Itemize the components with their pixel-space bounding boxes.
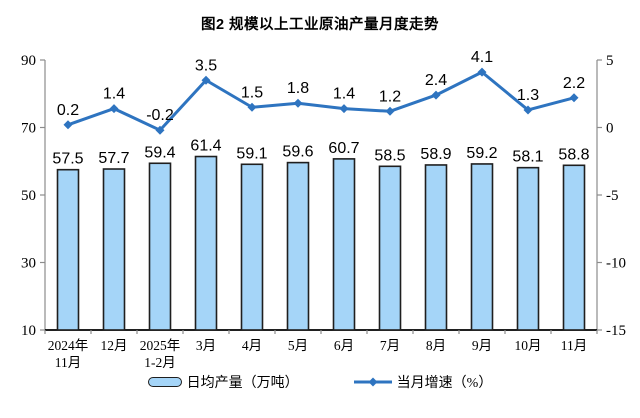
line-marker-diamond-icon <box>109 104 119 114</box>
right-axis-tick-label: -10 <box>606 256 626 272</box>
left-axis-tick-label: 90 <box>21 53 36 69</box>
x-axis-category-label: 2024年 <box>48 338 89 353</box>
right-axis-tick-label: -5 <box>606 188 619 204</box>
bar-value-label: 60.7 <box>328 140 359 157</box>
x-axis-category-label: 12月 <box>101 338 128 353</box>
line-value-label: 4.1 <box>471 49 493 66</box>
bar <box>424 164 448 331</box>
line-marker-diamond-icon <box>569 93 579 103</box>
x-axis-category-label: 5月 <box>288 338 308 353</box>
bar <box>470 163 494 331</box>
chart-legend: 日均产量（万吨） 当月增速（%） <box>0 371 640 393</box>
legend-label-line-series: 当月增速（%） <box>396 376 493 391</box>
line-marker-diamond-icon <box>63 120 73 130</box>
line-marker-diamond-icon <box>339 104 349 114</box>
x-axis-category-label: 7月 <box>380 338 400 353</box>
x-axis-category-label: 1-2月 <box>144 355 176 370</box>
bar-value-label: 59.6 <box>282 144 313 161</box>
line-value-label: 1.4 <box>333 86 355 103</box>
bar <box>102 168 126 331</box>
line-value-label: 2.2 <box>563 75 585 92</box>
bar-value-label: 59.2 <box>466 145 497 162</box>
line-marker-diamond-icon <box>247 102 257 112</box>
line-marker-diamond-icon <box>431 90 441 100</box>
line-value-label: 1.8 <box>287 80 309 97</box>
x-axis-category-label: 4月 <box>242 338 262 353</box>
left-axis-tick-label: 10 <box>21 323 36 339</box>
x-axis-category-label: 11月 <box>55 355 82 370</box>
bar-series-swatch-icon <box>147 377 182 387</box>
right-axis-tick-label: 5 <box>606 53 614 69</box>
bar <box>378 165 402 331</box>
bar <box>148 162 172 331</box>
x-axis-category-label: 10月 <box>515 338 542 353</box>
bar <box>286 161 310 331</box>
bar-value-label: 59.1 <box>236 145 267 162</box>
bar-value-label: 58.8 <box>558 146 589 163</box>
line-marker-diamond-icon <box>477 67 487 77</box>
bar-value-label: 58.1 <box>512 149 543 166</box>
legend-label-bar-series: 日均产量（万吨） <box>186 376 299 391</box>
x-axis-category-label: 9月 <box>472 338 492 353</box>
bar-value-label: 57.5 <box>52 151 83 168</box>
bar <box>516 166 540 331</box>
x-axis-category-label: 8月 <box>426 338 446 353</box>
bar-value-label: 61.4 <box>190 138 221 155</box>
line-value-label: 2.4 <box>425 72 447 89</box>
line-marker-diamond-icon <box>523 105 533 115</box>
bar <box>194 155 218 331</box>
left-axis-tick-label: 30 <box>21 256 36 272</box>
left-axis-tick-label: 70 <box>21 121 36 137</box>
chart-title: 图2 规模以上工业原油产量月度走势 <box>200 17 440 33</box>
bar <box>56 168 80 331</box>
bar-value-label: 58.5 <box>374 147 405 164</box>
legend-line-marker <box>368 377 378 387</box>
line-value-label: 0.2 <box>57 102 79 119</box>
line-value-label: 1.4 <box>103 86 125 103</box>
bar <box>332 158 356 331</box>
line-value-label: 1.5 <box>241 84 263 101</box>
x-axis-category-label: 3月 <box>196 338 216 353</box>
x-axis-category-label: 6月 <box>334 338 354 353</box>
left-axis-tick-label: 50 <box>21 188 36 204</box>
right-axis-tick-label: 0 <box>606 121 614 137</box>
bar-value-label: 59.4 <box>144 144 175 161</box>
bar <box>562 164 586 331</box>
line-marker-diamond-icon <box>155 125 165 135</box>
line-value-label: 1.2 <box>379 88 401 105</box>
line-marker-diamond-icon <box>201 75 211 85</box>
right-axis-tick-label: -15 <box>606 323 626 339</box>
line-marker-diamond-icon <box>385 106 395 116</box>
x-axis-category-label: 2025年 <box>140 338 181 353</box>
legend-item-bar-series: 日均产量（万吨） <box>147 372 299 392</box>
line-marker-diamond-icon <box>293 98 303 108</box>
legend-item-line-series: 当月增速（%） <box>353 372 493 392</box>
bar <box>240 163 264 331</box>
line-value-label: -0.2 <box>146 107 174 124</box>
line-series <box>66 70 576 132</box>
line-value-label: 3.5 <box>195 57 217 74</box>
bar-value-label: 57.7 <box>98 150 129 167</box>
bar-value-label: 58.9 <box>420 146 451 163</box>
line-series-swatch-icon <box>353 377 392 387</box>
x-axis-category-label: 11月 <box>561 338 588 353</box>
line-value-label: 1.3 <box>517 87 539 104</box>
